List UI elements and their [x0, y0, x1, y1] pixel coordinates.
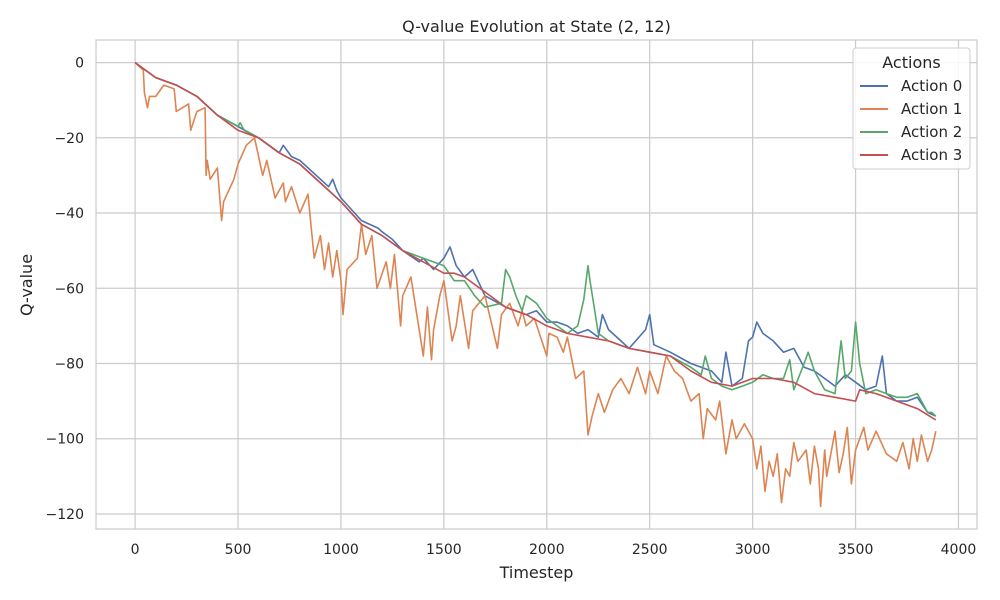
legend: Actions Action 0 Action 1 Action 2 Action 3 — [852, 47, 971, 170]
x-tick-labels: 0 500 1000 1500 2000 2500 3000 3500 4000 — [131, 542, 977, 558]
plot-area-background — [96, 40, 977, 529]
y-tick-label: 0 — [75, 56, 84, 72]
x-tick-label: 2000 — [529, 542, 565, 558]
plot-frame — [95, 39, 978, 530]
y-tick-label: −120 — [46, 507, 84, 523]
legend-label-action-0: Action 0 — [901, 77, 962, 95]
legend-label-action-2: Action 2 — [901, 123, 962, 141]
y-tick-label: −80 — [54, 356, 84, 372]
x-tick-label: 2500 — [632, 542, 668, 558]
gridlines — [96, 40, 977, 529]
series-lines — [134, 61, 937, 508]
x-axis-label: Timestep — [499, 563, 574, 582]
x-tick-label: 3500 — [838, 542, 874, 558]
series-line-action-3 — [134, 61, 937, 421]
y-tick-label: −60 — [54, 281, 84, 297]
x-tick-label: 0 — [131, 542, 140, 558]
legend-title: Actions — [882, 53, 940, 72]
y-tick-label: −20 — [54, 131, 84, 147]
legend-items: Action 0 Action 1 Action 2 Action 3 — [860, 77, 962, 164]
x-tick-label: 3000 — [735, 542, 771, 558]
x-tick-label: 500 — [225, 542, 252, 558]
y-tick-label: −100 — [46, 432, 84, 448]
series-line-action-0 — [134, 61, 937, 417]
x-tick-label: 4000 — [941, 542, 977, 558]
legend-label-action-3: Action 3 — [901, 146, 962, 164]
y-axis-label: Q-value — [17, 254, 36, 316]
y-tick-labels: 0 −20 −40 −60 −80 −100 −120 — [46, 56, 84, 523]
x-tick-label: 1000 — [323, 542, 359, 558]
legend-box — [852, 47, 971, 170]
y-tick-label: −40 — [54, 206, 84, 222]
x-tick-label: 1500 — [426, 542, 462, 558]
legend-label-action-1: Action 1 — [901, 100, 962, 118]
chart-title: Q-value Evolution at State (2, 12) — [402, 17, 671, 36]
